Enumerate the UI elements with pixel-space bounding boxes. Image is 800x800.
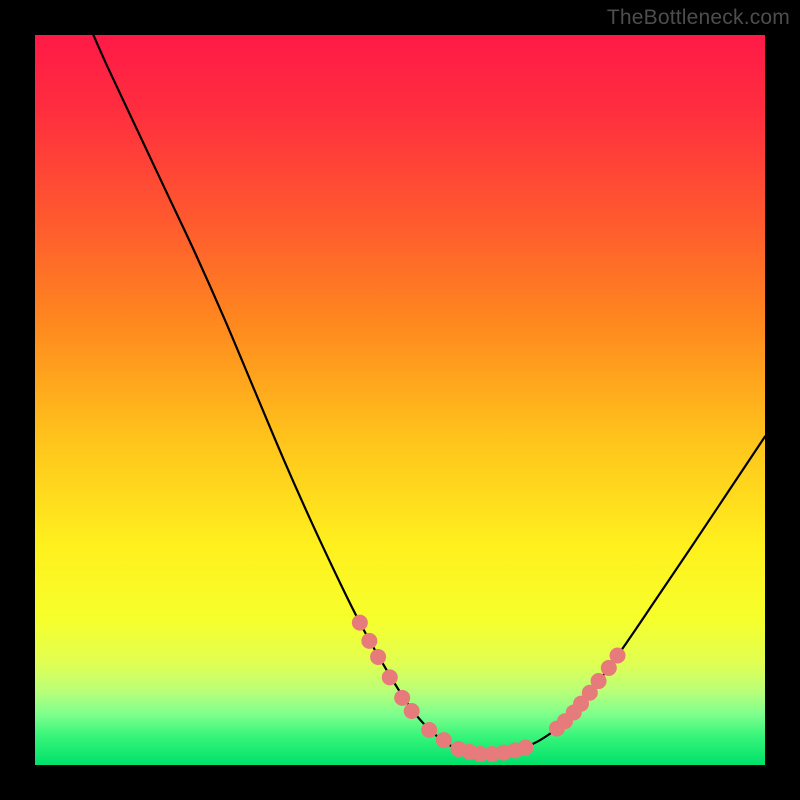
curve-marker — [394, 690, 410, 706]
curve-marker — [591, 673, 607, 689]
curve-marker — [436, 732, 452, 748]
curve-marker — [610, 648, 626, 664]
curve-marker — [361, 633, 377, 649]
curve-marker — [352, 615, 368, 631]
curve-marker — [370, 649, 386, 665]
bottleneck-chart — [0, 0, 800, 800]
curve-marker — [404, 703, 420, 719]
watermark-text: TheBottleneck.com — [607, 6, 790, 30]
curve-marker — [421, 722, 437, 738]
curve-marker — [382, 669, 398, 685]
curve-marker — [518, 739, 534, 755]
chart-canvas: TheBottleneck.com — [0, 0, 800, 800]
